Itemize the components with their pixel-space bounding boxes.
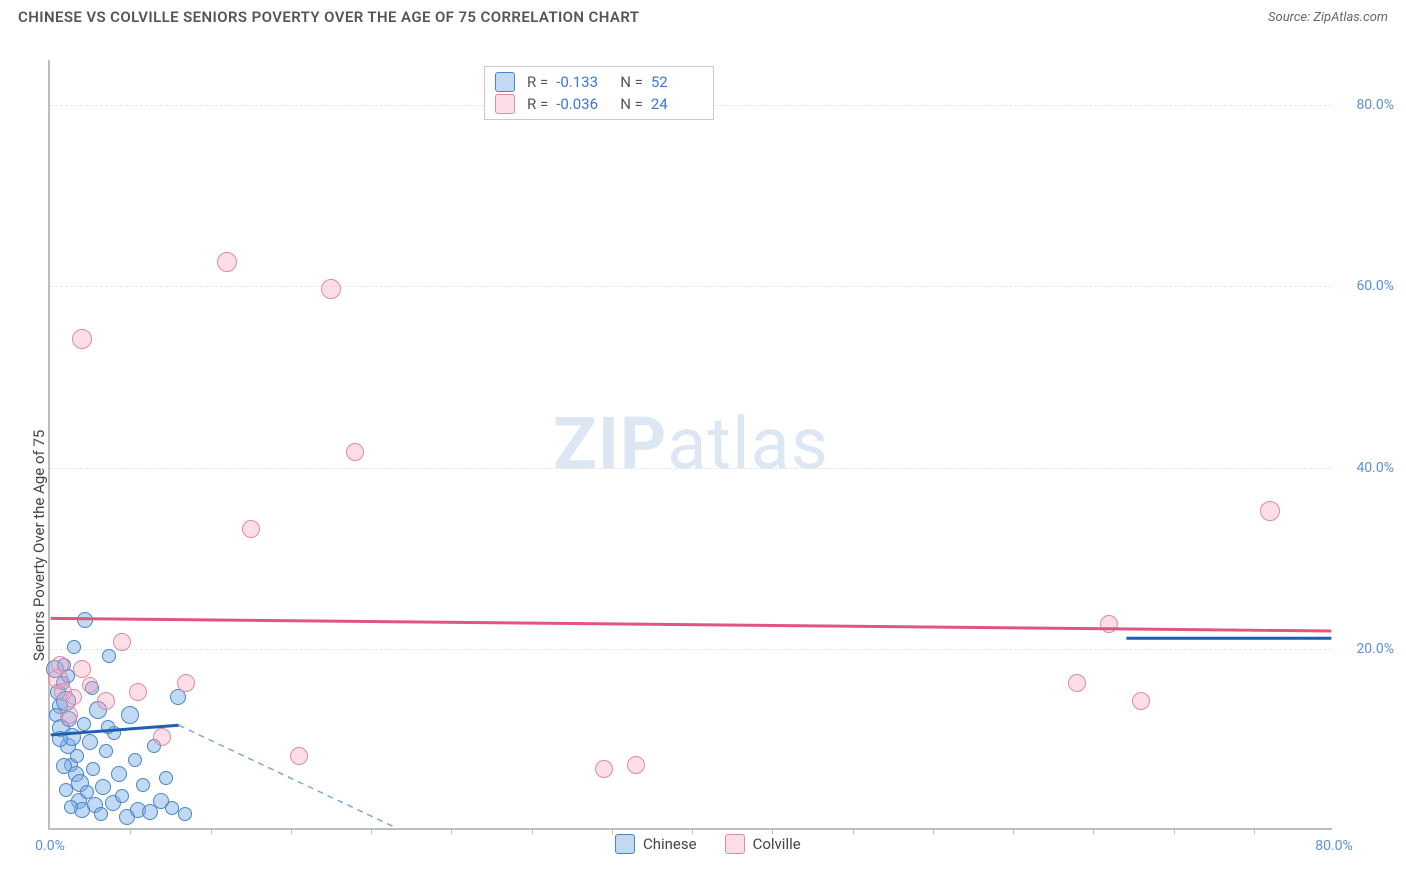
x-tick-mark bbox=[933, 828, 934, 834]
data-point[interactable] bbox=[72, 329, 92, 349]
x-tick-label: 0.0% bbox=[35, 838, 65, 854]
data-point[interactable] bbox=[67, 640, 81, 654]
series-legend: Chinese Colville bbox=[615, 834, 801, 854]
r-label: R = bbox=[527, 95, 548, 113]
data-point[interactable] bbox=[82, 734, 98, 750]
legend-swatch-icon bbox=[725, 834, 745, 854]
data-point[interactable] bbox=[290, 747, 308, 765]
y-tick-label: 40.0% bbox=[1356, 460, 1394, 476]
data-point[interactable] bbox=[77, 717, 91, 731]
x-tick-mark bbox=[211, 828, 212, 834]
gridline bbox=[50, 649, 1332, 650]
data-point[interactable] bbox=[95, 779, 111, 795]
x-tick-mark bbox=[1174, 828, 1175, 834]
y-tick-label: 60.0% bbox=[1356, 278, 1394, 294]
x-tick-mark bbox=[1093, 828, 1094, 834]
legend-swatch-icon bbox=[615, 834, 635, 854]
legend-stat-row: R = -0.036 N = 24 bbox=[495, 93, 703, 115]
chart-header: CHINESE VS COLVILLE SENIORS POVERTY OVER… bbox=[0, 0, 1406, 30]
data-point[interactable] bbox=[217, 252, 237, 272]
data-point[interactable] bbox=[153, 728, 171, 746]
x-tick-mark bbox=[532, 828, 533, 834]
n-value: 52 bbox=[651, 73, 703, 91]
chart-title: CHINESE VS COLVILLE SENIORS POVERTY OVER… bbox=[18, 8, 639, 26]
data-point[interactable] bbox=[159, 771, 173, 785]
legend-item-label: Colville bbox=[753, 835, 801, 853]
legend-item[interactable]: Colville bbox=[725, 834, 801, 854]
x-tick-mark bbox=[853, 828, 854, 834]
r-value: -0.133 bbox=[556, 73, 608, 91]
r-label: R = bbox=[527, 73, 548, 91]
data-point[interactable] bbox=[70, 749, 84, 763]
data-point[interactable] bbox=[113, 633, 131, 651]
y-tick-label: 80.0% bbox=[1356, 97, 1394, 113]
x-tick-mark bbox=[291, 828, 292, 834]
data-point[interactable] bbox=[177, 674, 195, 692]
data-point[interactable] bbox=[82, 677, 98, 693]
data-point[interactable] bbox=[129, 683, 147, 701]
data-point[interactable] bbox=[73, 660, 91, 678]
data-point[interactable] bbox=[128, 753, 142, 767]
x-tick-mark bbox=[1013, 828, 1014, 834]
data-point[interactable] bbox=[595, 760, 613, 778]
data-point[interactable] bbox=[627, 756, 645, 774]
legend-swatch-icon bbox=[495, 72, 515, 92]
correlation-legend: R = -0.133 N = 52 R = -0.036 N = 24 bbox=[484, 66, 714, 120]
data-point[interactable] bbox=[111, 766, 127, 782]
x-tick-mark bbox=[1254, 828, 1255, 834]
chart-frame: ZIPatlas 20.0%40.0%60.0%80.0%0.0%80.0% R… bbox=[48, 60, 1332, 830]
data-point[interactable] bbox=[115, 789, 129, 803]
x-tick-mark bbox=[612, 828, 613, 834]
r-value: -0.036 bbox=[556, 95, 608, 113]
plot-area: 20.0%40.0%60.0%80.0%0.0%80.0% bbox=[50, 60, 1332, 828]
x-tick-mark bbox=[451, 828, 452, 834]
data-point[interactable] bbox=[346, 443, 364, 461]
data-point[interactable] bbox=[1260, 501, 1280, 521]
legend-item[interactable]: Chinese bbox=[615, 834, 697, 854]
legend-swatch-icon bbox=[495, 94, 515, 114]
x-tick-label: 80.0% bbox=[1315, 838, 1353, 854]
data-point[interactable] bbox=[51, 656, 69, 674]
data-point[interactable] bbox=[121, 706, 139, 724]
n-label: N = bbox=[620, 95, 643, 113]
y-axis-title: Seniors Poverty Over the Age of 75 bbox=[30, 429, 48, 660]
data-point[interactable] bbox=[101, 720, 115, 734]
legend-item-label: Chinese bbox=[643, 835, 697, 853]
data-point[interactable] bbox=[56, 758, 72, 774]
data-point[interactable] bbox=[1132, 692, 1150, 710]
data-point[interactable] bbox=[1100, 615, 1118, 633]
n-value: 24 bbox=[651, 95, 703, 113]
data-point[interactable] bbox=[1068, 674, 1086, 692]
data-point[interactable] bbox=[94, 807, 108, 821]
data-point[interactable] bbox=[64, 800, 78, 814]
gridline bbox=[50, 286, 1332, 287]
data-point[interactable] bbox=[242, 520, 260, 538]
data-point[interactable] bbox=[66, 689, 82, 705]
legend-stat-row: R = -0.133 N = 52 bbox=[495, 71, 703, 93]
data-point[interactable] bbox=[136, 778, 150, 792]
data-point[interactable] bbox=[99, 744, 113, 758]
data-point[interactable] bbox=[102, 649, 116, 663]
data-point[interactable] bbox=[77, 612, 93, 628]
x-tick-mark bbox=[371, 828, 372, 834]
data-point[interactable] bbox=[178, 807, 192, 821]
data-point[interactable] bbox=[52, 731, 68, 747]
y-tick-label: 20.0% bbox=[1356, 641, 1394, 657]
data-point[interactable] bbox=[60, 706, 78, 724]
source-label: Source: ZipAtlas.com bbox=[1268, 10, 1388, 25]
data-point[interactable] bbox=[97, 692, 115, 710]
data-point[interactable] bbox=[59, 783, 73, 797]
data-point[interactable] bbox=[86, 762, 100, 776]
n-label: N = bbox=[620, 73, 643, 91]
x-tick-mark bbox=[130, 828, 131, 834]
gridline bbox=[50, 468, 1332, 469]
data-point[interactable] bbox=[321, 279, 341, 299]
